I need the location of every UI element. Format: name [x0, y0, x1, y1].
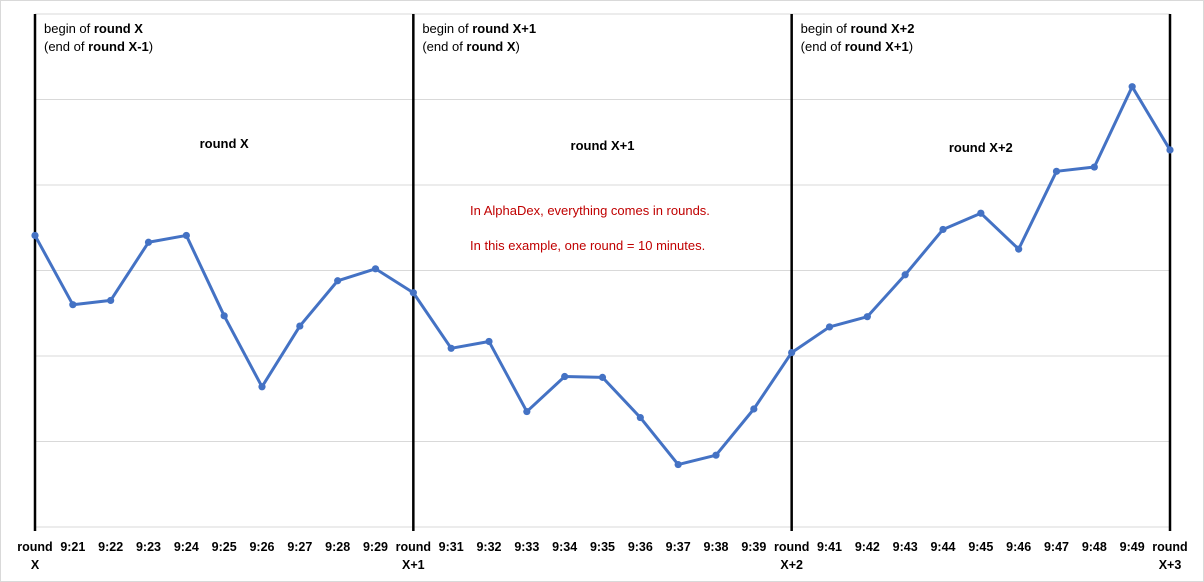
- data-point: [1015, 245, 1023, 253]
- x-tick-label: 9:44: [930, 540, 955, 554]
- data-point: [825, 323, 834, 331]
- data-point: [69, 301, 77, 309]
- boundary-annotation-end: (end of round X+1): [801, 39, 913, 54]
- x-tick-label: 9:28: [325, 540, 350, 554]
- data-point: [107, 296, 115, 305]
- x-tick-label-line2: X+1: [402, 558, 425, 572]
- x-tick-label: 9:29: [363, 540, 388, 554]
- data-point: [1128, 83, 1136, 91]
- data-point: [1052, 167, 1061, 175]
- data-point: [31, 231, 39, 240]
- note-text: In this example, one round = 10 minutes.: [470, 238, 705, 253]
- data-point: [447, 344, 455, 352]
- round-label: round X+1: [571, 138, 635, 153]
- data-point: [371, 265, 380, 273]
- data-point: [977, 209, 985, 217]
- x-tick-label: 9:47: [1044, 540, 1069, 554]
- x-tick-label: 9:33: [514, 540, 539, 554]
- x-tick-label: 9:48: [1082, 540, 1107, 554]
- data-point: [863, 313, 871, 321]
- x-tick-label: 9:22: [98, 540, 123, 554]
- data-point: [144, 238, 153, 246]
- data-point: [485, 337, 493, 346]
- x-tick-label: 9:38: [703, 540, 728, 554]
- data-point: [901, 271, 909, 279]
- x-tick-label: 9:27: [287, 540, 312, 554]
- data-point: [523, 407, 531, 416]
- data-point: [258, 383, 266, 391]
- boundary-annotation-begin: begin of round X+2: [801, 21, 915, 36]
- data-point: [636, 413, 644, 422]
- x-tick-label-line2: X+3: [1159, 558, 1182, 572]
- x-tick-label: 9:42: [855, 540, 880, 554]
- data-point: [1166, 146, 1174, 154]
- x-tick-label: 9:37: [666, 540, 691, 554]
- data-point: [788, 348, 796, 357]
- x-tick-label: 9:21: [60, 540, 85, 554]
- x-tick-label: 9:34: [552, 540, 577, 554]
- data-point: [334, 277, 342, 285]
- data-point: [409, 289, 417, 297]
- round-label: round X+2: [949, 140, 1013, 155]
- x-tick-label-line2: X: [31, 558, 40, 572]
- boundary-annotation-begin: begin of round X: [44, 21, 143, 36]
- x-tick-label: 9:23: [136, 540, 161, 554]
- boundary-annotation-end: (end of round X-1): [44, 39, 153, 54]
- data-point: [561, 372, 569, 381]
- data-point: [296, 322, 304, 330]
- x-tick-label: 9:36: [628, 540, 653, 554]
- note-text: In AlphaDex, everything comes in rounds.: [470, 203, 710, 218]
- x-tick-label: round: [396, 540, 431, 554]
- x-tick-label: 9:39: [741, 540, 766, 554]
- data-point: [939, 225, 947, 234]
- data-point: [674, 460, 682, 469]
- x-tick-label: 9:45: [968, 540, 993, 554]
- x-tick-label: round: [1152, 540, 1187, 554]
- data-point: [598, 373, 607, 381]
- x-tick-label: 9:41: [817, 540, 842, 554]
- x-tick-label: 9:32: [476, 540, 501, 554]
- data-point: [712, 451, 720, 459]
- round-label: round X: [200, 136, 249, 151]
- data-point: [1090, 163, 1098, 171]
- boundary-annotation-begin: begin of round X+1: [422, 21, 536, 36]
- x-tick-label: 9:25: [212, 540, 237, 554]
- x-tick-label: round: [17, 540, 52, 554]
- boundary-annotation-end: (end of round X): [422, 39, 520, 54]
- data-point: [182, 231, 190, 240]
- x-tick-label-line2: X+2: [780, 558, 803, 572]
- x-tick-label: 9:24: [174, 540, 199, 554]
- data-point: [220, 312, 228, 320]
- x-tick-label: 9:49: [1120, 540, 1145, 554]
- x-tick-label: round: [774, 540, 809, 554]
- data-point: [750, 405, 758, 413]
- x-tick-label: 9:31: [439, 540, 464, 554]
- x-tick-label: 9:35: [590, 540, 615, 554]
- x-tick-label: 9:43: [893, 540, 918, 554]
- x-tick-label: 9:46: [1006, 540, 1031, 554]
- x-tick-label: 9:26: [249, 540, 274, 554]
